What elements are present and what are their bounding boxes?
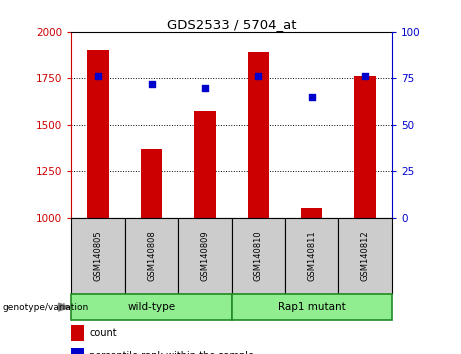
Bar [71, 325, 84, 341]
Text: GSM140810: GSM140810 [254, 230, 263, 281]
Bar [125, 218, 178, 294]
Point [308, 94, 315, 100]
Text: GSM140812: GSM140812 [361, 230, 370, 281]
Text: GSM140809: GSM140809 [201, 230, 209, 281]
Text: genotype/variation: genotype/variation [2, 303, 89, 312]
Bar [248, 52, 269, 218]
Text: GSM140808: GSM140808 [147, 230, 156, 281]
Bar [355, 76, 376, 218]
Point [95, 74, 102, 79]
Point [254, 74, 262, 79]
Bar [71, 294, 231, 320]
Bar [338, 218, 392, 294]
Bar [301, 209, 322, 218]
Text: count: count [89, 328, 117, 338]
Text: wild-type: wild-type [128, 302, 176, 312]
Bar [71, 218, 125, 294]
Point [148, 81, 155, 87]
Text: GSM140805: GSM140805 [94, 230, 103, 281]
Text: percentile rank within the sample: percentile rank within the sample [89, 351, 254, 354]
Polygon shape [59, 303, 70, 311]
Text: Rap1 mutant: Rap1 mutant [278, 302, 346, 312]
Bar [88, 51, 109, 218]
Point [201, 85, 209, 91]
Title: GDS2533 / 5704_at: GDS2533 / 5704_at [167, 18, 296, 31]
Bar [231, 294, 392, 320]
Bar [231, 218, 285, 294]
Bar [141, 149, 162, 218]
Bar [178, 218, 231, 294]
Point [361, 74, 369, 79]
Bar [285, 218, 338, 294]
Text: GSM140811: GSM140811 [307, 230, 316, 281]
Bar [71, 348, 84, 354]
Bar [194, 111, 216, 218]
